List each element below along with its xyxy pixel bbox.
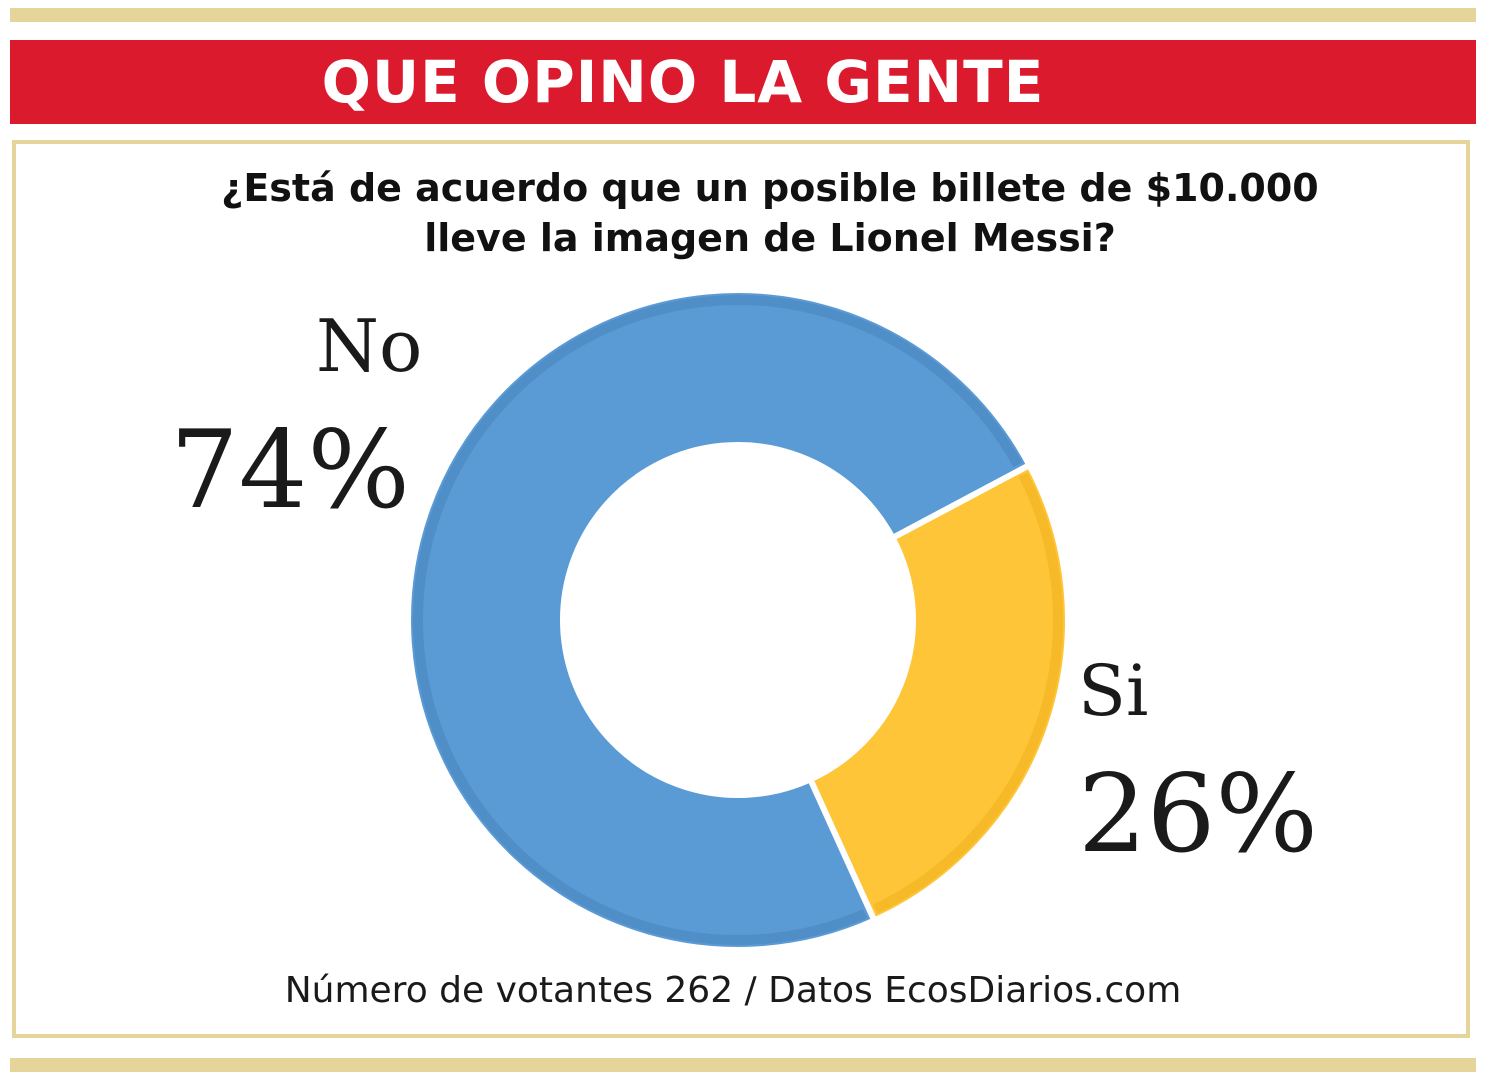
header-title: QUE OPINO LA GENTE — [321, 48, 1045, 116]
question-line-2: lleve la imagen de Lionel Messi? — [424, 216, 1116, 260]
donut-slice-si — [806, 461, 1071, 925]
bottom-gold-bar — [10, 1058, 1476, 1072]
question-line-1: ¿Está de acuerdo que un posible billete … — [221, 166, 1319, 210]
donut-slice-no — [405, 287, 1034, 953]
top-gold-bar — [10, 8, 1476, 22]
question-text: ¿Está de acuerdo que un posible billete … — [20, 163, 1500, 263]
label-no-percent: 74% — [170, 408, 411, 533]
footer-source: Número de votantes 262 / Datos EcosDiari… — [284, 970, 1182, 1011]
donut-rim-no — [413, 295, 1023, 945]
chart-frame — [12, 140, 1470, 1038]
label-si-name: Si — [1078, 650, 1149, 732]
label-no-name: No — [316, 304, 423, 388]
label-si-percent: 26% — [1078, 752, 1319, 877]
header-banner: QUE OPINO LA GENTE — [10, 40, 1476, 124]
donut-rim-si — [873, 472, 1063, 914]
